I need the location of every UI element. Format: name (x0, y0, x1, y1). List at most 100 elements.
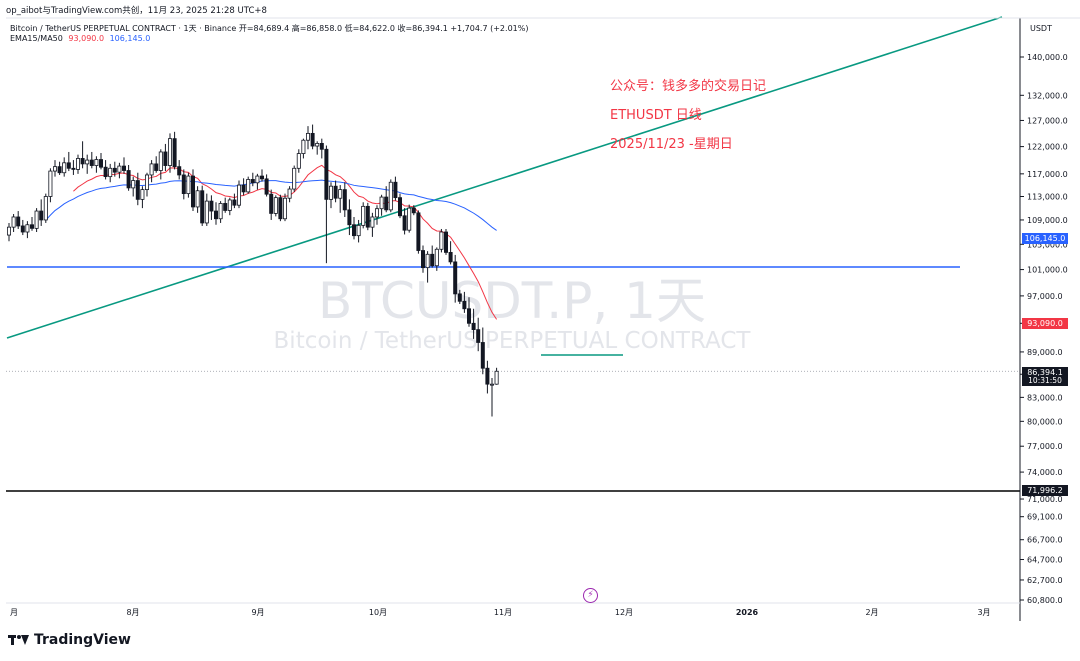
candle-body (328, 185, 333, 200)
candle-body (48, 170, 53, 197)
watermark-symbol: BTCUSDT.P, 1天 (318, 272, 706, 330)
candle-body (494, 370, 499, 385)
lightning-icon[interactable]: ⚡ (583, 588, 598, 603)
candle-body (485, 367, 490, 385)
time-tick-label: 11月 (494, 608, 512, 617)
ema-price-tag: 93,090.0 (1022, 318, 1068, 329)
time-tick-label: 12月 (615, 608, 633, 617)
logo-text: TradingView (34, 632, 131, 648)
time-tick-label: 2026 (736, 608, 759, 617)
symbol-info-line[interactable]: Bitcoin / TetherUS PERPETUAL CONTRACT · … (10, 24, 529, 33)
indicator-legend[interactable]: EMA15/MA50 93,090.0 106,145.0 (10, 34, 150, 43)
annotation-text: 2025/11/23 -星期日 (610, 137, 733, 152)
ma-price-tag: 106,145.0 (1022, 233, 1068, 244)
candle-body (213, 210, 218, 220)
price-tick-label: 127,000.0 (1027, 116, 1068, 125)
price-tick-label: 101,000.0 (1027, 266, 1068, 275)
candles (7, 124, 499, 417)
candle-body (305, 132, 310, 141)
candle-body (223, 203, 228, 211)
candle-body (181, 174, 186, 195)
price-tick-label: 60,800.0 (1027, 596, 1063, 605)
candle-body (117, 165, 122, 173)
trendline (6, 16, 1003, 339)
candle-body (453, 261, 458, 295)
candle-body (476, 329, 481, 343)
candle-body (466, 308, 471, 324)
candle-body (310, 132, 315, 147)
candle-body (149, 163, 154, 176)
candle-body (301, 139, 306, 154)
candle-body (338, 189, 343, 199)
price-tick-label: 80,000.0 (1027, 417, 1063, 426)
candle-body (108, 167, 113, 178)
candle-body (29, 224, 34, 229)
price-tick-label: 89,000.0 (1027, 348, 1063, 357)
candle-body (407, 207, 412, 231)
candle-body (66, 162, 71, 169)
candle-body (112, 167, 117, 173)
annotation-text: ETHUSDT 日线 (610, 108, 702, 123)
candle-body (259, 175, 264, 180)
candle-body (292, 167, 297, 190)
candle-body (71, 167, 76, 170)
time-tick-label: 10月 (369, 608, 387, 617)
price-tick-label: 117,000.0 (1027, 170, 1068, 179)
price-tick-label: 140,000.0 (1027, 53, 1068, 62)
candle-body (7, 226, 12, 236)
candle-body (434, 248, 439, 267)
candle-body (356, 224, 361, 237)
candle-body (287, 188, 292, 199)
axes: USDT 140,000.0 132,000.0 127,000.0 122,000.0… (6, 17, 1080, 621)
price-tick-label: 62,700.0 (1027, 576, 1063, 585)
candle-body (278, 197, 283, 220)
candle-body (347, 209, 352, 226)
candle-body (397, 197, 402, 217)
candle-body (144, 174, 149, 191)
time-tick-label: 8月 (126, 608, 139, 617)
currency-label: USDT (1030, 24, 1052, 33)
candle-body (209, 200, 214, 212)
price-tick-label: 97,000.0 (1027, 292, 1063, 301)
candle-body (255, 175, 260, 184)
candle-body (374, 208, 379, 218)
candle-body (103, 166, 108, 178)
price-tick-label: 74,000.0 (1027, 468, 1063, 477)
watermark-description: Bitcoin / TetherUS PERPETUAL CONTRACT (274, 328, 752, 354)
candle-body (269, 193, 274, 214)
ma-value: 106,145.0 (109, 34, 151, 43)
price-tick-label: 69,100.0 (1027, 513, 1063, 522)
last-price-tag: 86,394.1 (1022, 367, 1068, 378)
candle-body (122, 165, 127, 171)
candle-body (411, 207, 416, 214)
price-tick-label: 66,700.0 (1027, 536, 1063, 545)
candle-body (232, 199, 237, 206)
price-tick-label: 77,000.0 (1027, 442, 1063, 451)
candle-body (135, 180, 140, 200)
price-tick-label: 105,000.0 (1027, 240, 1068, 249)
candle-body (154, 163, 159, 171)
candle-body (393, 181, 398, 199)
candle-body (425, 253, 430, 269)
candle-body (379, 196, 384, 210)
candle-body (34, 210, 39, 229)
candle-body (177, 166, 182, 176)
candle-body (246, 179, 251, 193)
price-tick-label: 113,000.0 (1027, 192, 1068, 201)
candle-body (190, 175, 195, 208)
tradingview-logo[interactable]: TradingView (8, 632, 131, 648)
candle-body (342, 189, 347, 211)
candle-body (462, 300, 467, 310)
candle-body (439, 231, 444, 250)
candle-body (99, 159, 104, 168)
candle-body (402, 215, 407, 231)
candle-body (140, 189, 145, 200)
candle-body (282, 197, 287, 220)
price-tick-label: 83,000.0 (1027, 393, 1063, 402)
candle-body (384, 196, 389, 211)
time-tick-label: 月 (10, 608, 18, 617)
candle-body (324, 148, 329, 200)
price-tick-label: 132,000.0 (1027, 91, 1068, 100)
candle-body (43, 196, 48, 221)
